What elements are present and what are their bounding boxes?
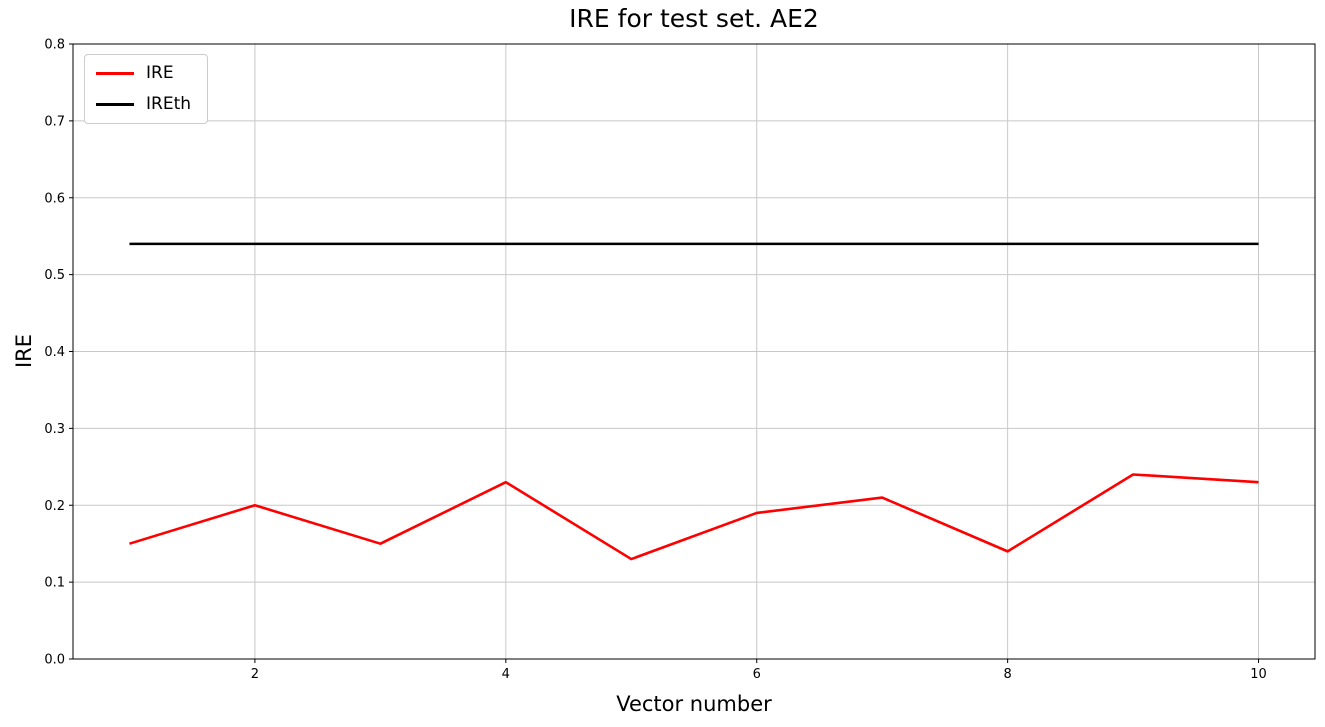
y-tick-label: 0.4 [44, 345, 65, 360]
legend-label-ire: IRE [146, 63, 174, 83]
y-tick-label: 0.8 [44, 38, 65, 53]
legend-item-ire: IRE [96, 65, 191, 82]
y-tick-label: 0.3 [44, 422, 65, 437]
y-tick-label: 0.7 [44, 114, 65, 129]
x-tick-label: 4 [502, 667, 510, 682]
chart-title: IRE for test set. AE2 [569, 4, 819, 33]
legend: IRE IREth [84, 54, 209, 124]
x-tick-label: 8 [1003, 667, 1011, 682]
x-axis-label: Vector number [616, 692, 772, 716]
legend-item-ireth: IREth [96, 96, 191, 113]
y-tick-label: 0.6 [44, 191, 65, 206]
x-tick-label: 10 [1250, 667, 1267, 682]
series-line-ire [129, 473, 1259, 561]
y-tick-label: 0.1 [44, 576, 65, 591]
legend-line-ireth [96, 103, 134, 106]
x-tick-label: 2 [251, 667, 259, 682]
legend-label-ireth: IREth [146, 94, 192, 114]
y-tick-label: 0.5 [44, 268, 65, 283]
legend-line-ire [96, 72, 134, 75]
y-tick-label: 0.0 [44, 653, 65, 668]
y-tick-label: 0.2 [44, 499, 65, 514]
x-tick-label: 6 [753, 667, 761, 682]
